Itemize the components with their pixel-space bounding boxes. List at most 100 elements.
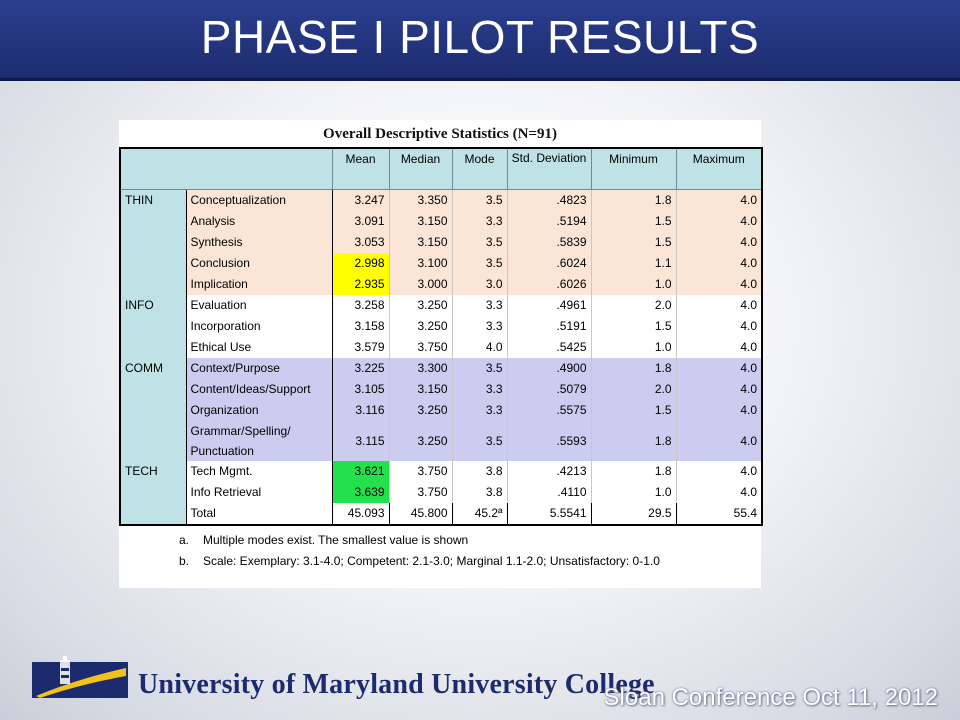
row-label: Info Retrieval — [185, 482, 333, 503]
cell-minimum: 1.8 — [591, 421, 677, 461]
row-label: Analysis — [185, 211, 333, 232]
cell-maximum: 4.0 — [676, 253, 763, 274]
cell-median: 3.250 — [389, 316, 453, 337]
cell-mean-highlighted: 3.621 — [332, 461, 390, 482]
cell-median: 3.300 — [389, 358, 453, 379]
cell-mean: 3.579 — [332, 337, 390, 358]
cell-maximum: 4.0 — [676, 211, 763, 232]
cell-maximum: 4.0 — [676, 232, 763, 253]
cell-mean: 3.258 — [332, 295, 390, 316]
group-label-comm: COMM — [119, 358, 186, 461]
cell-minimum: 1.0 — [591, 482, 677, 503]
cell-mode: 3.3 — [452, 211, 508, 232]
cell-mean: 3.225 — [332, 358, 390, 379]
cell-maximum: 4.0 — [676, 316, 763, 337]
table-row-total: Total 45.093 45.800 45.2ª 5.5541 29.5 55… — [120, 503, 763, 526]
row-label: Tech Mgmt. — [185, 461, 333, 482]
cell-minimum: 1.5 — [591, 211, 677, 232]
cell-mode: 3.8 — [452, 461, 508, 482]
cell-minimum: 1.5 — [591, 400, 677, 421]
row-label: Evaluation — [185, 295, 333, 316]
cell-mode: 3.3 — [452, 316, 508, 337]
cell-median: 3.250 — [389, 421, 453, 461]
stats-table-panel: Overall Descriptive Statistics (N=91) Me… — [119, 120, 763, 588]
institution-name: University of Maryland University Colleg… — [138, 669, 655, 700]
cell-minimum: 1.0 — [591, 337, 677, 358]
cell-mode: 3.5 — [452, 232, 508, 253]
table-row: Incorporation 3.158 3.250 3.3 .5191 1.5 … — [120, 316, 763, 337]
cell-mean-highlighted: 2.998 — [332, 253, 390, 274]
header-std-deviation: Std. Deviation — [506, 147, 592, 190]
cell-std-deviation: .4110 — [507, 482, 592, 503]
table-row: TECH Tech Mgmt. 3.621 3.750 3.8 .4213 1.… — [119, 461, 763, 526]
cell-std-deviation: .5839 — [507, 232, 592, 253]
cell-std-deviation: .5593 — [507, 421, 592, 461]
cell-minimum: 1.5 — [591, 232, 677, 253]
cell-median: 3.100 — [389, 253, 453, 274]
table-row: Conclusion 2.998 3.100 3.5 .6024 1.1 4.0 — [120, 253, 763, 274]
table-title: Overall Descriptive Statistics (N=91) — [323, 126, 557, 142]
cell-mode: 3.0 — [452, 274, 508, 295]
descriptive-stats-table: Mean Median Mode Std. Deviation Minimum … — [119, 147, 763, 526]
cell-mode: 45.2ª — [452, 503, 508, 526]
row-label: Grammar/Spelling/ Punctuation — [185, 421, 333, 461]
footnote-marker: a. — [179, 533, 190, 547]
row-label: Context/Purpose — [185, 358, 333, 379]
cell-mean-highlighted: 3.639 — [332, 482, 390, 503]
cell-minimum: 1.8 — [591, 189, 677, 211]
cell-mean: 45.093 — [332, 503, 390, 526]
header-mode: Mode — [451, 147, 508, 190]
cell-minimum: 29.5 — [591, 503, 677, 526]
cell-std-deviation: .4961 — [507, 295, 592, 316]
cell-maximum: 4.0 — [676, 400, 763, 421]
cell-mean: 3.053 — [332, 232, 390, 253]
cell-median: 3.250 — [389, 295, 453, 316]
table-row: Ethical Use 3.579 3.750 4.0 .5425 1.0 4.… — [120, 337, 763, 358]
row-label: Total — [185, 503, 333, 526]
cell-mean: 3.116 — [332, 400, 390, 421]
cell-minimum: 1.5 — [591, 316, 677, 337]
cell-median: 3.150 — [389, 379, 453, 400]
cell-maximum: 4.0 — [676, 274, 763, 295]
cell-maximum: 4.0 — [676, 358, 763, 379]
cell-minimum: 1.1 — [591, 253, 677, 274]
footnote-text: Scale: Exemplary: 3.1-4.0; Competent: 2.… — [203, 554, 660, 568]
cell-maximum: 4.0 — [676, 461, 763, 482]
cell-mode: 3.5 — [452, 189, 508, 211]
cell-std-deviation: .4213 — [507, 461, 592, 482]
cell-std-deviation: .6024 — [507, 253, 592, 274]
cell-mode: 4.0 — [452, 337, 508, 358]
header-median: Median — [388, 147, 453, 190]
group-label-tech: TECH — [119, 461, 186, 526]
cell-mode: 3.3 — [452, 400, 508, 421]
group-label-info: INFO — [119, 295, 186, 358]
cell-median: 3.750 — [389, 461, 453, 482]
cell-std-deviation: .4900 — [507, 358, 592, 379]
table-row: Content/Ideas/Support 3.105 3.150 3.3 .5… — [120, 379, 763, 400]
table-row: INFO Evaluation 3.258 3.250 3.3 .4961 2.… — [119, 295, 763, 358]
row-label: Content/Ideas/Support — [185, 379, 333, 400]
row-label: Implication — [185, 274, 333, 295]
slide-title: PHASE I PILOT RESULTS — [200, 11, 760, 63]
cell-minimum: 1.0 — [591, 274, 677, 295]
cell-mean: 3.105 — [332, 379, 390, 400]
row-label: Synthesis — [185, 232, 333, 253]
cell-median: 3.750 — [389, 482, 453, 503]
cell-mode: 3.5 — [452, 421, 508, 461]
cell-maximum: 4.0 — [676, 379, 763, 400]
header-minimum: Minimum — [590, 147, 677, 190]
cell-std-deviation: .5575 — [507, 400, 592, 421]
row-label: Ethical Use — [185, 337, 333, 358]
table-row: Analysis 3.091 3.150 3.3 .5194 1.5 4.0 — [120, 211, 763, 232]
table-row: Organization 3.116 3.250 3.3 .5575 1.5 4… — [120, 400, 763, 421]
cell-median: 3.250 — [389, 400, 453, 421]
footnote-marker: b. — [179, 554, 190, 568]
row-label: Incorporation — [185, 316, 333, 337]
cell-median: 3.150 — [389, 211, 453, 232]
cell-maximum: 55.4 — [676, 503, 763, 526]
cell-median: 3.000 — [389, 274, 453, 295]
row-label: Organization — [185, 400, 333, 421]
cell-std-deviation: .5079 — [507, 379, 592, 400]
cell-mean: 3.091 — [332, 211, 390, 232]
table-row: THIN Conceptualization 3.247 3.350 3.5 .… — [119, 189, 763, 295]
